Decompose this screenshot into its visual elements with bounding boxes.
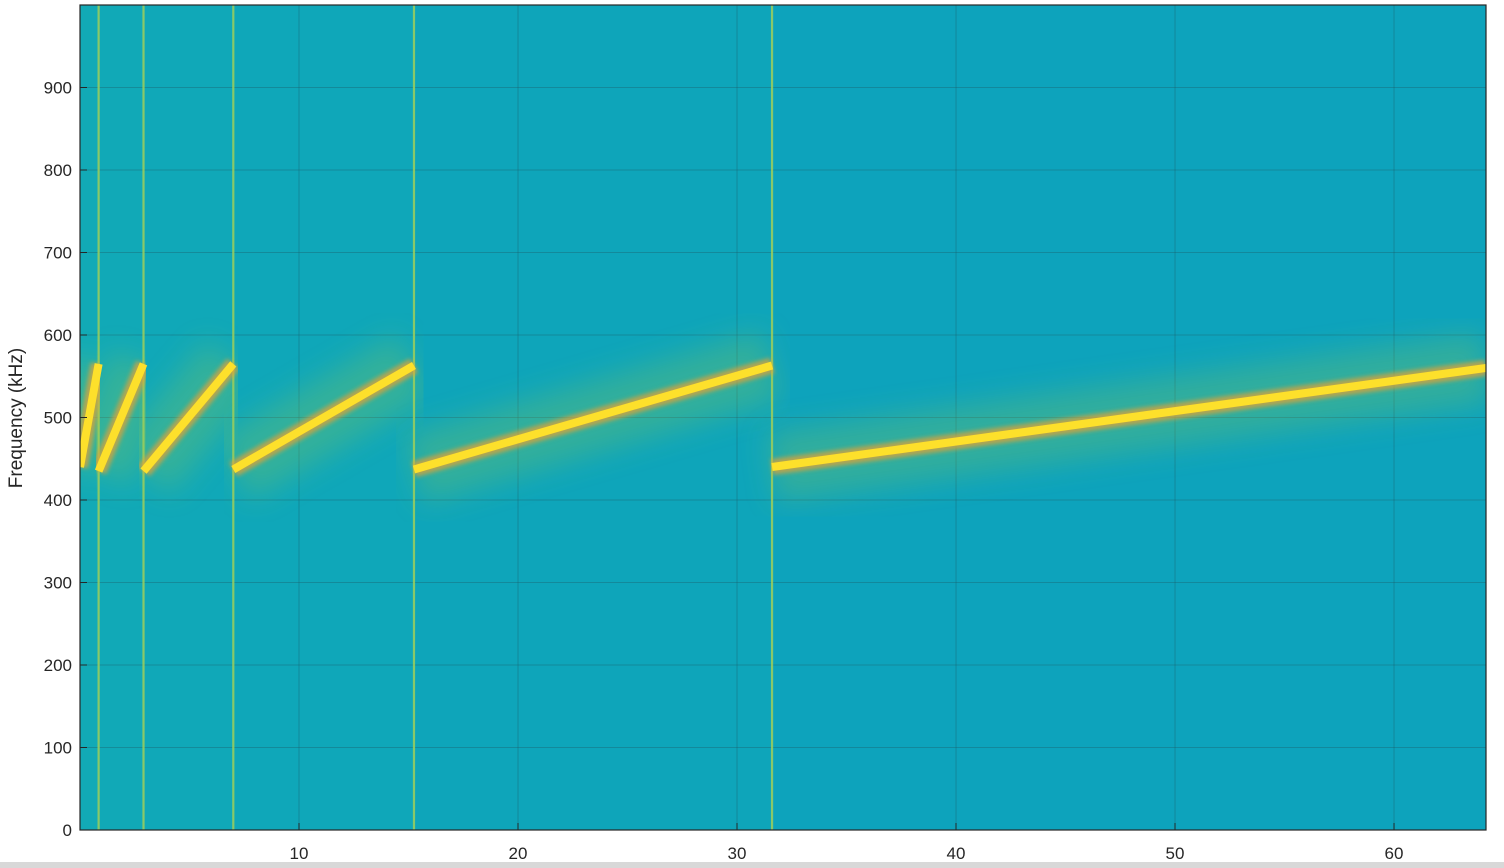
chirp-ridge bbox=[140, 361, 237, 474]
y-tick-label: 100 bbox=[44, 739, 72, 758]
y-tick-label: 700 bbox=[44, 244, 72, 263]
window-bottom-strip bbox=[0, 862, 1504, 868]
y-tick-label: 800 bbox=[44, 161, 72, 180]
chirp-ridge bbox=[94, 362, 148, 473]
y-tick-label: 900 bbox=[44, 79, 72, 98]
y-tick-label: 300 bbox=[44, 574, 72, 593]
y-axis-title: Frequency (kHz) bbox=[6, 348, 27, 488]
x-tick-label: 30 bbox=[728, 844, 747, 863]
x-tick-label: 40 bbox=[947, 844, 966, 863]
y-tick-label: 500 bbox=[44, 409, 72, 428]
chirp-ridge bbox=[771, 364, 1486, 471]
chirp-ridge bbox=[231, 362, 416, 473]
chirp-ridge bbox=[412, 361, 774, 474]
chirp-ridge bbox=[80, 363, 103, 468]
y-tick-label: 0 bbox=[63, 821, 72, 840]
x-tick-label: 60 bbox=[1385, 844, 1404, 863]
y-tick-label: 200 bbox=[44, 656, 72, 675]
y-tick-label: 600 bbox=[44, 326, 72, 345]
x-tick-label: 10 bbox=[290, 844, 309, 863]
x-tick-label: 20 bbox=[509, 844, 528, 863]
y-tick-label: 400 bbox=[44, 491, 72, 510]
x-tick-label: 50 bbox=[1166, 844, 1185, 863]
